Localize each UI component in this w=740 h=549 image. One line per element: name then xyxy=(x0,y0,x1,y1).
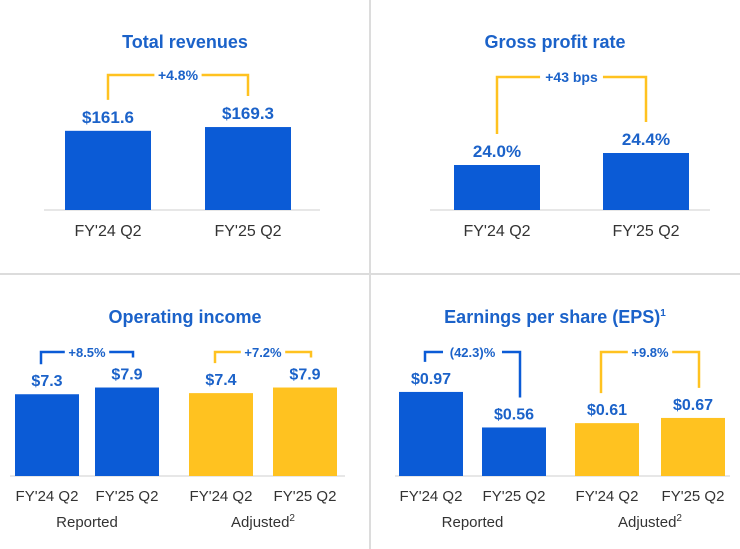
change-bracket-left xyxy=(423,350,444,362)
change-label: (42.3)% xyxy=(450,345,496,360)
bar-value-label: $7.9 xyxy=(289,367,320,384)
category-label: FY'25 Q2 xyxy=(214,223,281,240)
eps-chart: $0.97 FY'24 Q2 $0.56 FY'25 Q2 (42.3)% Reporte… xyxy=(395,345,730,531)
change-label: +9.8% xyxy=(631,345,669,360)
category-label: FY'24 Q2 xyxy=(576,488,639,505)
total-revenues-panel: Total revenues $161.6 FY'24 Q2 $169.3 FY'25… xyxy=(0,0,370,274)
bar xyxy=(603,153,689,210)
panel-title: Gross profit rate xyxy=(484,32,626,52)
gross-profit-rate-chart: 24.0% FY'24 Q2 24.4% FY'25 Q2 +43 bps xyxy=(430,69,710,240)
change-bracket-right xyxy=(285,350,313,358)
footnote-marker: 1 xyxy=(660,308,666,319)
operating-income-chart: $7.3 FY'24 Q2 $7.9 FY'25 Q2 +8.5% Reported $7.… xyxy=(10,345,345,531)
panel-title-text: Operating income xyxy=(108,307,262,327)
panel-title: Earnings per share (EPS)1 xyxy=(370,307,740,328)
category-label: FY'25 Q2 xyxy=(274,488,337,505)
category-label: FY'24 Q2 xyxy=(190,488,253,505)
bar-value-label: 24.4% xyxy=(622,130,670,149)
operating-income-panel: Operating income $7.3 FY'24 Q2 $7.9 FY'25 Q… xyxy=(0,275,370,549)
bar-value-label: $0.97 xyxy=(411,371,451,388)
change-bracket-left xyxy=(106,73,155,100)
footnote-marker: 2 xyxy=(676,513,682,524)
bar xyxy=(399,391,463,476)
change-bracket-right xyxy=(109,350,135,358)
change-bracket-left xyxy=(39,350,65,365)
group-label: Adjusted2 xyxy=(231,513,295,531)
change-label: +7.2% xyxy=(244,345,282,360)
category-label: FY'25 Q2 xyxy=(483,488,546,505)
bar xyxy=(482,427,546,476)
change-bracket-left xyxy=(599,350,628,394)
change-label: +43 bps xyxy=(545,69,598,85)
change-bracket-right xyxy=(602,75,648,122)
group-label: Reported xyxy=(442,514,504,531)
change-label: +4.8% xyxy=(158,67,199,83)
total-revenues-chart: $161.6 FY'24 Q2 $169.3 FY'25 Q2 +4.8% xyxy=(44,67,320,240)
bar xyxy=(65,130,151,210)
category-label: FY'24 Q2 xyxy=(16,488,79,505)
category-label: FY'25 Q2 xyxy=(612,223,679,240)
bar xyxy=(95,387,159,476)
bar xyxy=(454,165,540,210)
bar xyxy=(189,393,253,476)
group-label: Adjusted2 xyxy=(618,513,682,531)
category-label: FY'25 Q2 xyxy=(96,488,159,505)
category-label: FY'25 Q2 xyxy=(662,488,725,505)
panel-title: Total revenues xyxy=(122,32,248,52)
panel-title-text: Earnings per share (EPS) xyxy=(444,307,661,327)
panel-title: Operating income xyxy=(0,307,370,328)
gross-profit-rate-panel: Gross profit rate 24.0% FY'24 Q2 24.4% FY'2… xyxy=(370,0,740,274)
category-label: FY'24 Q2 xyxy=(74,223,141,240)
eps-panel: Earnings per share (EPS)1 $0.97 FY'24 Q2 $… xyxy=(370,275,740,549)
bar xyxy=(661,417,725,476)
bar-value-label: $7.4 xyxy=(205,372,236,389)
bar xyxy=(205,127,291,210)
bar-value-label: $0.56 xyxy=(494,406,534,423)
change-bracket-left xyxy=(213,350,241,364)
bar-value-label: 24.0% xyxy=(473,142,521,161)
bar-value-label: $0.67 xyxy=(673,397,713,414)
change-bracket-right xyxy=(201,73,250,97)
change-bracket-right xyxy=(501,350,522,398)
change-bracket-right xyxy=(672,350,701,388)
change-bracket-left xyxy=(495,75,541,134)
footnote-marker: 2 xyxy=(289,513,295,524)
bar-value-label: $7.3 xyxy=(31,373,62,390)
bar-value-label: $169.3 xyxy=(222,104,274,123)
bar xyxy=(273,387,337,476)
horizontal-divider xyxy=(0,273,740,275)
group-label: Reported xyxy=(56,514,118,531)
category-label: FY'24 Q2 xyxy=(463,223,530,240)
bar xyxy=(575,423,639,476)
bar-value-label: $7.9 xyxy=(111,367,142,384)
category-label: FY'24 Q2 xyxy=(400,488,463,505)
bar-value-label: $161.6 xyxy=(82,108,134,127)
bar xyxy=(15,394,79,476)
change-label: +8.5% xyxy=(68,345,106,360)
bar-value-label: $0.61 xyxy=(587,402,627,419)
